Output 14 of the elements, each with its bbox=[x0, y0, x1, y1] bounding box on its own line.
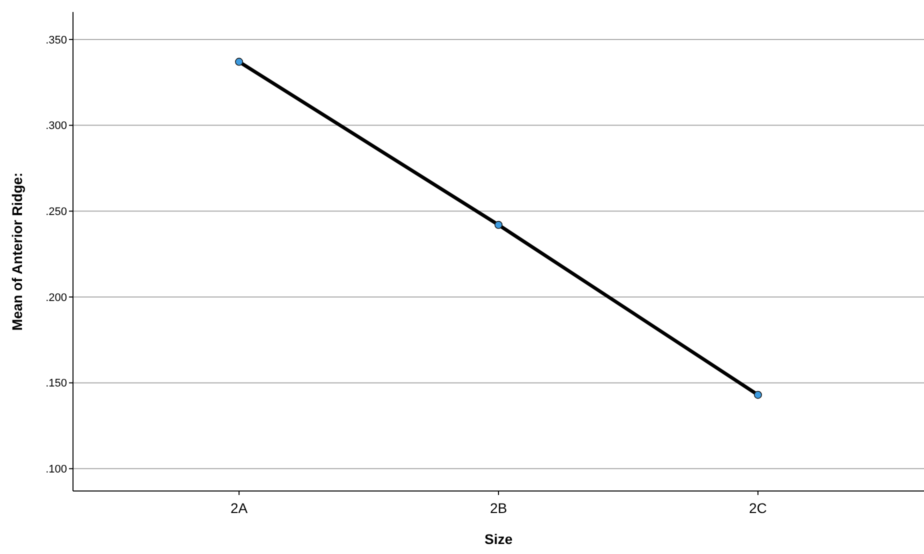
y-tick-label: .350 bbox=[46, 34, 67, 46]
x-tick-label: 2A bbox=[230, 500, 248, 516]
y-tick-label: .100 bbox=[46, 464, 67, 476]
y-tick-label: .200 bbox=[46, 292, 67, 304]
y-axis-title: Mean of Anterior Ridge: bbox=[9, 172, 25, 331]
point bbox=[754, 390, 762, 399]
point bbox=[494, 220, 502, 229]
x-tick-label: 2C bbox=[749, 500, 767, 516]
y-tick-label: .250 bbox=[46, 206, 67, 218]
x-tick-label: 2B bbox=[490, 500, 508, 516]
point bbox=[235, 58, 244, 66]
x-axis-title: Size bbox=[484, 531, 513, 547]
y-tick-label: .300 bbox=[46, 120, 67, 132]
y-tick-label: .150 bbox=[46, 378, 67, 390]
